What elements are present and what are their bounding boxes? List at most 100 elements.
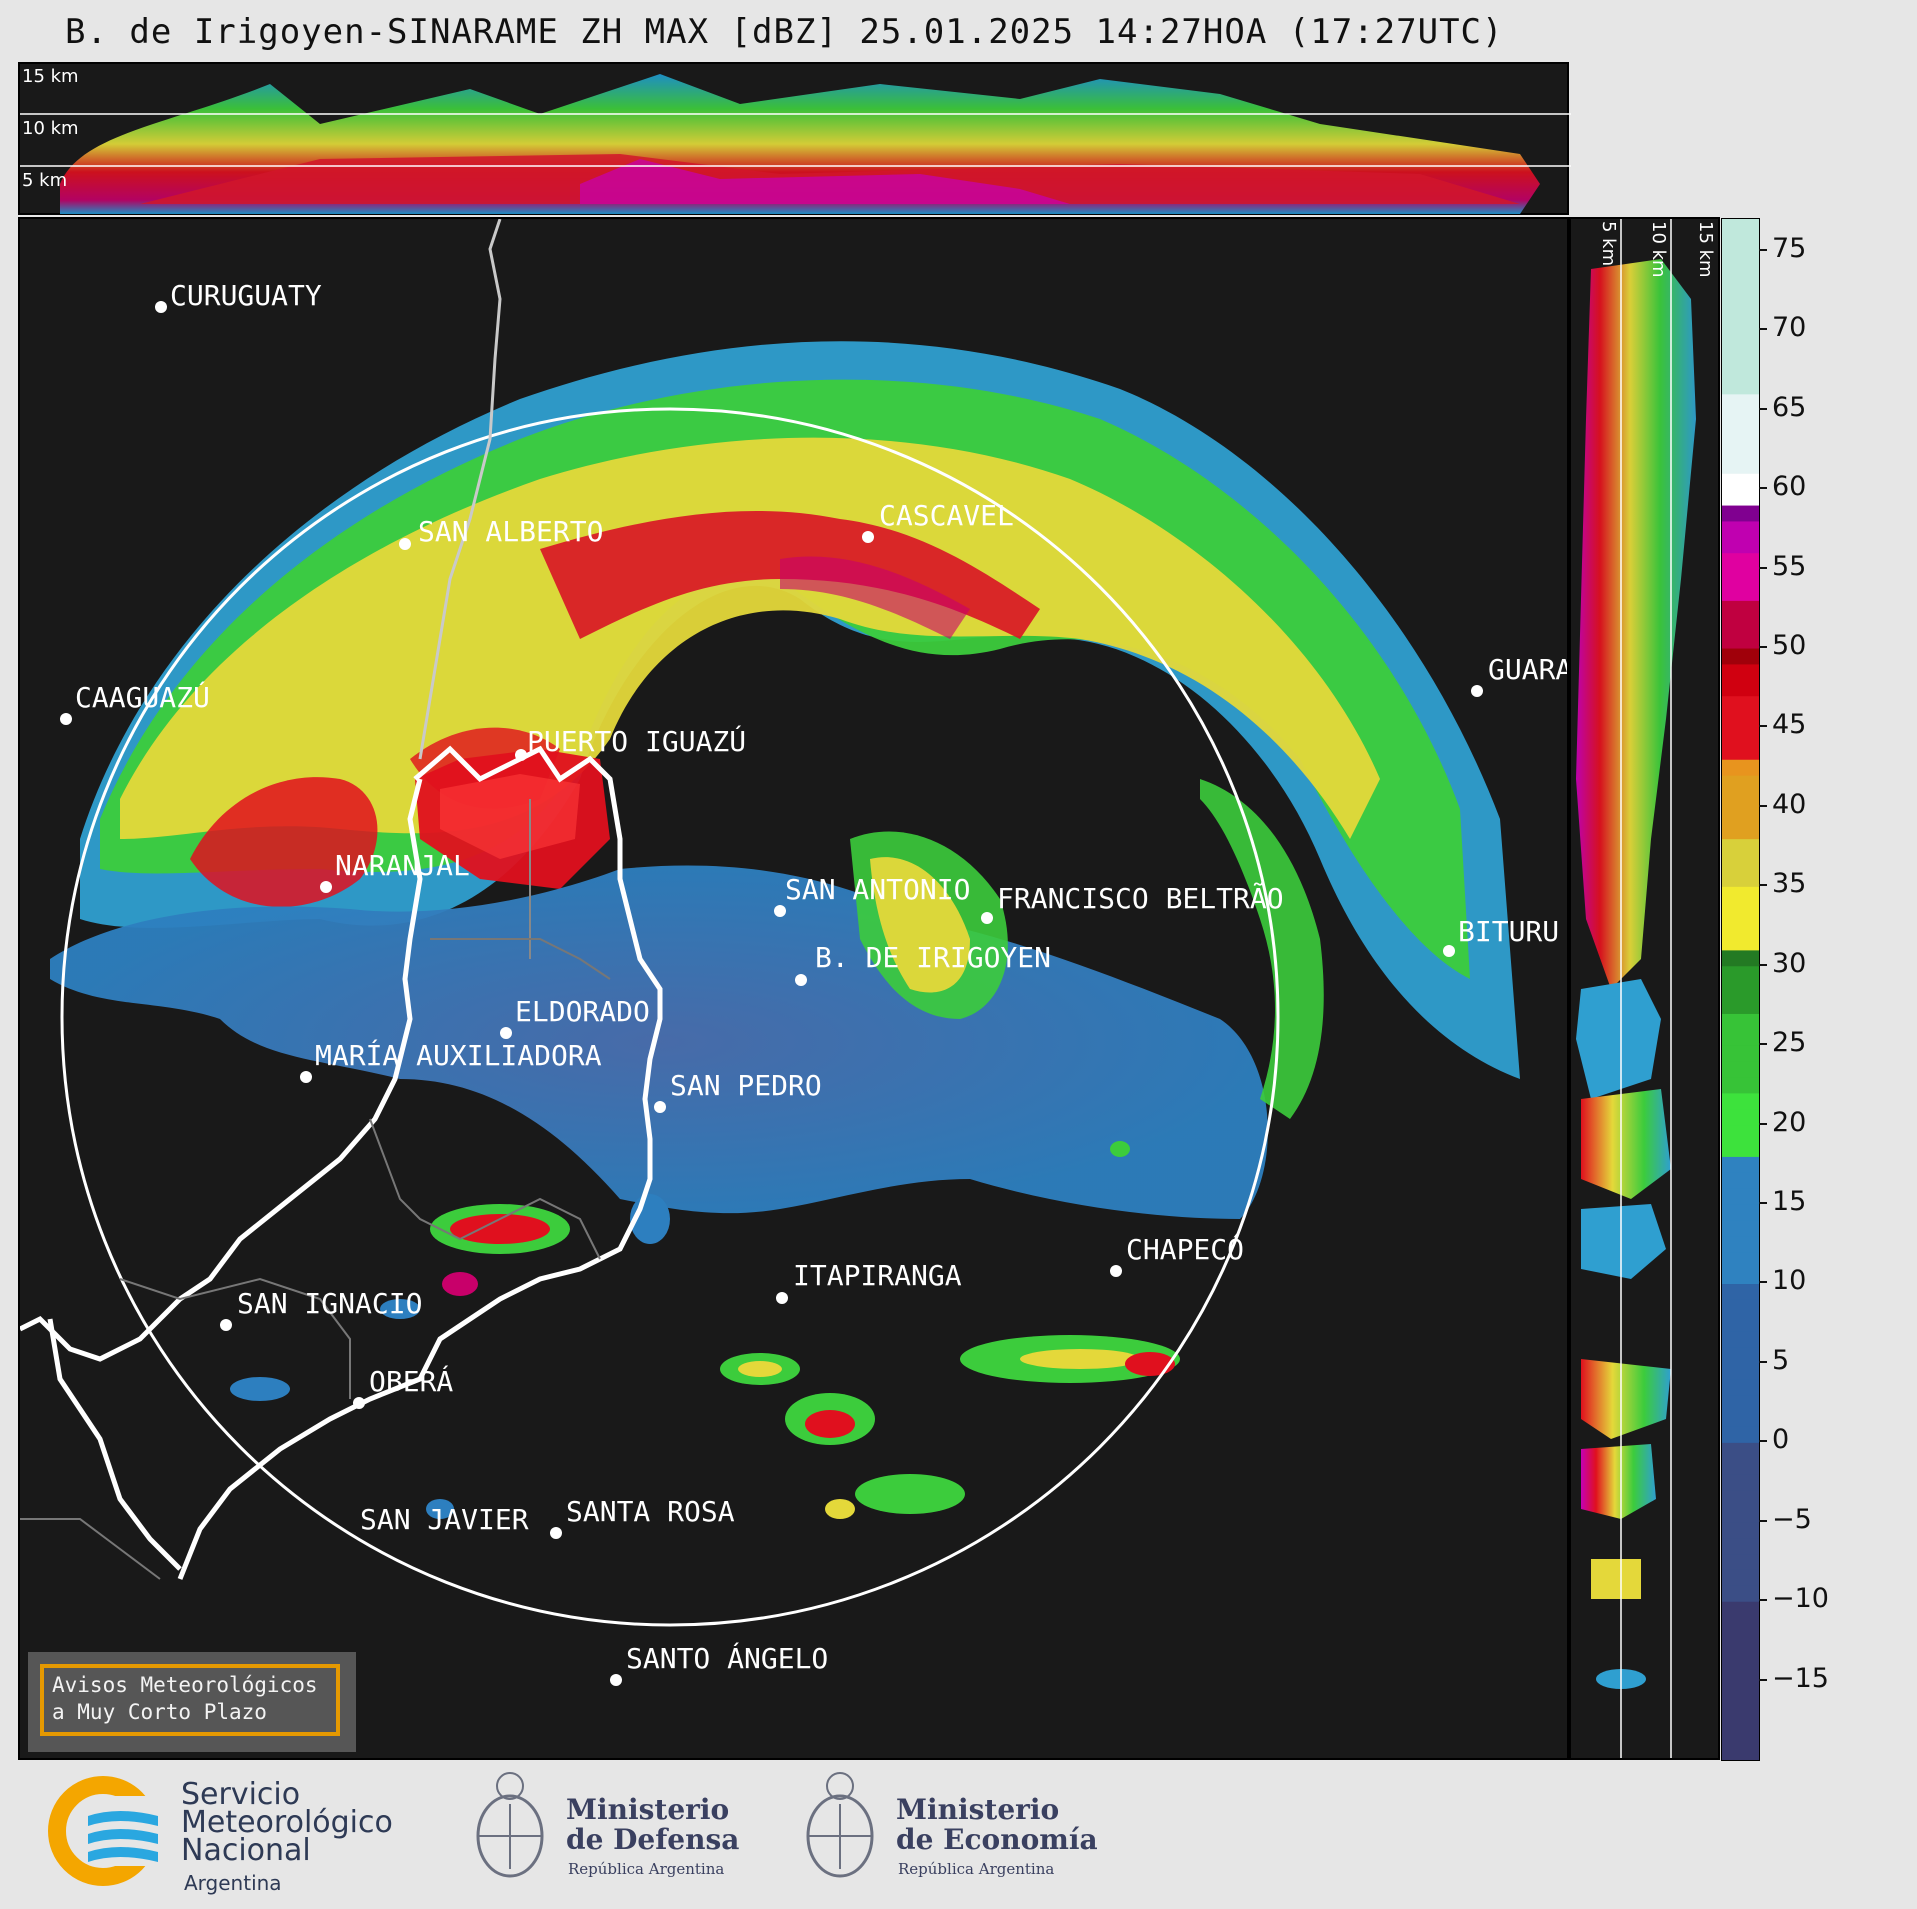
colorbar-tick-mark [1759, 1360, 1767, 1363]
defensa-logo: Ministerio de Defensa República Argentin… [470, 1764, 750, 1894]
city-label-guara: GUARA [1488, 653, 1569, 686]
colorbar-segment [1722, 616, 1759, 633]
colorbar-segment [1722, 568, 1759, 585]
city-dot-bituru [1443, 945, 1455, 957]
colorbar-segment [1722, 1664, 1759, 1682]
colorbar-tick-mark [1759, 1281, 1767, 1284]
colorbar-segment [1722, 377, 1759, 395]
top-km-label-10: 10 km [22, 118, 79, 139]
colorbar-segment [1722, 965, 1759, 983]
colorbar-segment [1722, 647, 1759, 665]
colorbar-tick-mark [1759, 1440, 1767, 1443]
colorbar-segment [1722, 854, 1759, 871]
colorbar-segment [1722, 1029, 1759, 1046]
colorbar-segment [1722, 1060, 1759, 1078]
colorbar-segment [1722, 1632, 1759, 1650]
colorbar-segment [1722, 1442, 1759, 1459]
colorbar-segment [1722, 1013, 1759, 1030]
city-label-san-javier: SAN JAVIER [360, 1503, 529, 1536]
dbz-colorbar [1721, 218, 1760, 1761]
colorbar-segment [1722, 790, 1759, 808]
smn-line-3: Nacional [181, 1833, 311, 1868]
colorbar-tick-label: −15 [1772, 1662, 1829, 1694]
defensa-line-1: Ministerio [566, 1793, 730, 1826]
city-dot-guara [1471, 685, 1483, 697]
colorbar-tick-label: 15 [1772, 1185, 1807, 1217]
colorbar-segment [1722, 806, 1759, 824]
city-dot-cascavel [862, 531, 874, 543]
colorbar-segment [1722, 1076, 1759, 1094]
city-dot-b-de-irigoyen [795, 974, 807, 986]
colorbar-segment [1722, 663, 1759, 681]
colorbar-segment [1722, 1744, 1759, 1760]
colorbar-segment [1722, 552, 1759, 570]
colorbar-tick-mark [1759, 1678, 1767, 1681]
colorbar-segment [1722, 393, 1759, 411]
colorbar-segment [1722, 1394, 1759, 1412]
colorbar-tick-label: 5 [1772, 1344, 1790, 1376]
colorbar-segment [1722, 1124, 1759, 1142]
right-km-label-5: 5 km [1598, 221, 1619, 267]
colorbar-segment [1722, 504, 1759, 522]
colorbar-tick-label: 45 [1772, 709, 1807, 741]
smn-line-1: Servicio [181, 1777, 301, 1812]
colorbar-tick-label: 25 [1772, 1027, 1807, 1059]
defensa-line-2: de Defensa [566, 1823, 740, 1856]
city-label-san-alberto: SAN ALBERTO [418, 515, 604, 548]
economia-sub: República Argentina [898, 1860, 1055, 1878]
colorbar-tick-mark [1759, 804, 1767, 807]
city-dot-itapiranga [776, 1292, 788, 1304]
colorbar-segment [1722, 632, 1759, 649]
city-dot-puerto-iguazu [515, 749, 527, 761]
colorbar-segment [1722, 1585, 1759, 1602]
top-km-label-15: 15 km [22, 66, 79, 87]
right-km-label-10: 10 km [1648, 221, 1669, 278]
top-cross-section: 15 km 10 km 5 km [18, 62, 1571, 215]
colorbar-segment [1722, 1505, 1759, 1523]
colorbar-segment [1722, 743, 1759, 760]
city-label-itapiranga: ITAPIRANGA [793, 1259, 962, 1292]
colorbar-segment [1722, 1203, 1759, 1221]
city-label-eldorado: ELDORADO [515, 995, 650, 1028]
colorbar-tick-mark [1759, 963, 1767, 966]
colorbar-segment [1722, 600, 1759, 617]
colorbar-segment [1722, 997, 1759, 1014]
colorbar-tick-label: 70 [1772, 312, 1807, 344]
chart-title: B. de Irigoyen-SINARAME ZH MAX [dBZ] 25.… [65, 12, 1504, 52]
colorbar-segment [1722, 1235, 1759, 1253]
colorbar-segment [1722, 409, 1759, 427]
colorbar-segment [1722, 441, 1759, 458]
colorbar-segment [1722, 219, 1759, 236]
colorbar-segment [1722, 1537, 1759, 1555]
colorbar-segment [1722, 822, 1759, 840]
colorbar-segment [1722, 679, 1759, 697]
city-label-puerto-iguazu: PUERTO IGUAZÚ [527, 725, 747, 758]
economia-line-1: Ministerio [896, 1793, 1060, 1826]
colorbar-segment [1722, 1410, 1759, 1427]
colorbar-segment [1722, 266, 1759, 284]
colorbar-segment [1722, 520, 1759, 538]
colorbar-tick-label: 65 [1772, 391, 1807, 423]
defensa-sub: República Argentina [568, 1860, 725, 1878]
top-km-label-5: 5 km [22, 170, 68, 191]
colorbar-segment [1722, 1108, 1759, 1126]
colorbar-segment [1722, 1299, 1759, 1316]
colorbar-segment [1722, 1156, 1759, 1173]
warning-line-1: Avisos Meteorológicos [52, 1673, 318, 1697]
colorbar-tick-label: 75 [1772, 232, 1807, 264]
city-label-maria-auxiliadora: MARÍA AUXILIADORA [315, 1039, 602, 1072]
colorbar-tick-mark [1759, 248, 1767, 251]
city-label-bituru: BITURU [1458, 915, 1560, 948]
smn-emblem-icon [48, 1776, 158, 1886]
colorbar-tick-mark [1759, 487, 1767, 490]
city-label-curuguaty: CURUGUATY [170, 279, 322, 312]
colorbar-segment [1722, 759, 1759, 776]
city-label-naranjal: NARANJAL [335, 849, 470, 882]
colorbar-segment [1722, 1474, 1759, 1491]
colorbar-segment [1722, 1696, 1759, 1713]
colorbar-segment [1722, 870, 1759, 887]
colorbar-tick-mark [1759, 407, 1767, 410]
colorbar-tick-mark [1759, 1201, 1767, 1204]
smn-line-4: Argentina [184, 1871, 282, 1895]
colorbar-segment [1722, 933, 1759, 951]
